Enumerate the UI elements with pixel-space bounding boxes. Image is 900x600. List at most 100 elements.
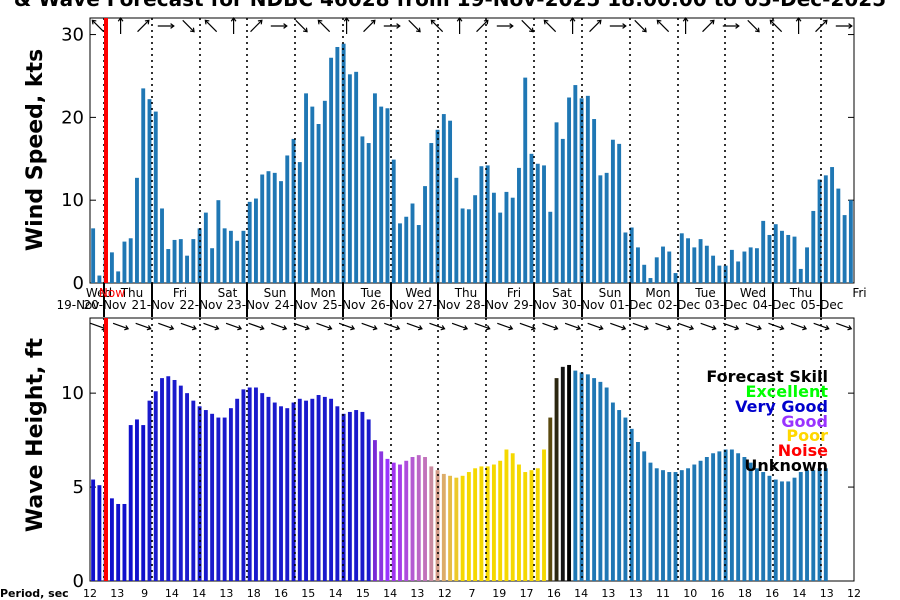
wind-bar — [498, 212, 503, 283]
wind-bar — [435, 129, 440, 283]
wind-bar — [385, 108, 390, 283]
day-label: Sat — [218, 286, 238, 300]
wave-bar — [366, 419, 371, 581]
date-label: 29-Nov — [513, 298, 556, 312]
day-label: Wed — [405, 286, 431, 300]
direction-arrow — [542, 322, 558, 330]
direction-arrow — [430, 19, 444, 33]
wind-bar — [185, 255, 190, 283]
direction-arrow — [180, 322, 197, 330]
direction-arrow-head — [824, 325, 830, 331]
date-label: 19-Nov — [56, 298, 99, 312]
direction-arrow-head — [553, 325, 559, 331]
wind-bar — [241, 230, 246, 283]
wave-bar — [686, 468, 690, 581]
period-tick-label: 18 — [738, 587, 752, 600]
wind-bar — [448, 120, 453, 283]
y-tick-label: 10 — [61, 190, 84, 211]
wave-bar — [761, 472, 766, 581]
wind-bar — [441, 114, 446, 283]
wave-bar — [560, 366, 565, 581]
period-tick-label: 19 — [492, 587, 506, 600]
direction-arrow-head — [282, 325, 288, 331]
wind-bar — [391, 159, 396, 283]
wind-bar — [510, 197, 515, 283]
direction-arrow — [497, 322, 513, 330]
period-tick-label: 13 — [219, 587, 233, 600]
wave-bar — [272, 402, 277, 581]
wind-bar — [736, 261, 741, 283]
wave-bar — [460, 475, 465, 581]
wind-bar — [617, 143, 622, 283]
day-label: Fri — [852, 286, 866, 300]
wave-bar — [216, 417, 221, 581]
direction-arrow-head — [117, 16, 124, 22]
wind-bar — [811, 210, 816, 283]
wind-bar — [228, 230, 233, 283]
direction-arrow — [813, 322, 829, 330]
direction-arrow-head — [756, 325, 762, 331]
wind-bar — [673, 273, 678, 283]
direction-arrow — [158, 322, 174, 330]
wave-bar — [222, 417, 227, 581]
wave-bar — [517, 464, 521, 581]
wind-bar — [604, 172, 609, 283]
day-label: Wed — [86, 286, 112, 300]
wind-bar — [122, 241, 127, 283]
period-tick-label: 14 — [329, 587, 343, 600]
legend-poor: Poor — [786, 426, 828, 445]
wave-bar — [304, 400, 308, 581]
wave-bar — [567, 364, 572, 581]
wind-bar — [548, 211, 553, 283]
legend-very-good: Very Good — [735, 397, 828, 416]
wave-bar — [535, 468, 540, 581]
direction-arrow — [112, 322, 129, 330]
legend-noise: Noise — [778, 441, 828, 460]
direction-arrow — [451, 322, 468, 330]
wind-bar — [654, 257, 659, 283]
direction-arrow-head — [327, 325, 333, 331]
direction-arrow — [91, 19, 105, 33]
wind-bar — [642, 264, 647, 283]
wave-bar — [147, 400, 152, 581]
wind-bar — [285, 155, 290, 283]
direction-arrow — [768, 322, 784, 330]
wave-bar — [642, 451, 647, 581]
wave-bar — [97, 485, 102, 581]
wave-bar — [454, 477, 459, 581]
direction-arrow — [519, 322, 536, 330]
wave-bar — [711, 453, 716, 581]
now-label: Now — [99, 286, 125, 300]
wind-bar — [235, 240, 240, 283]
wind-bar — [429, 143, 434, 283]
plot-frame — [89, 17, 855, 284]
date-label: 21-Nov — [131, 298, 174, 312]
day-label: Fri — [173, 286, 187, 300]
wave-bar — [667, 472, 672, 581]
direction-arrow-head — [144, 19, 150, 25]
period-label: Period, sec — [0, 587, 69, 600]
wind-bar — [310, 106, 315, 283]
direction-arrow — [815, 19, 828, 33]
wind-bar — [266, 171, 271, 283]
wave-bar — [141, 425, 146, 581]
direction-arrow — [429, 322, 445, 330]
y-tick-label: 0 — [73, 571, 84, 592]
wind-bar — [147, 99, 152, 283]
period-tick-label: 11 — [656, 587, 670, 600]
day-label: Thu — [120, 286, 144, 300]
wind-bar — [485, 165, 490, 283]
wave-bar — [504, 449, 509, 581]
direction-arrow — [271, 322, 287, 330]
wave-bar — [128, 425, 133, 581]
wave-bar — [717, 451, 722, 581]
wave-bar — [435, 470, 440, 581]
wave-bar — [661, 470, 665, 581]
wind-bar — [247, 201, 252, 283]
direction-arrow-head — [508, 325, 514, 331]
direction-arrow — [476, 19, 489, 33]
wind-bar — [792, 236, 797, 283]
direction-arrow-head — [304, 325, 310, 331]
direction-arrow-head — [257, 19, 263, 25]
wind-bar — [717, 265, 722, 283]
